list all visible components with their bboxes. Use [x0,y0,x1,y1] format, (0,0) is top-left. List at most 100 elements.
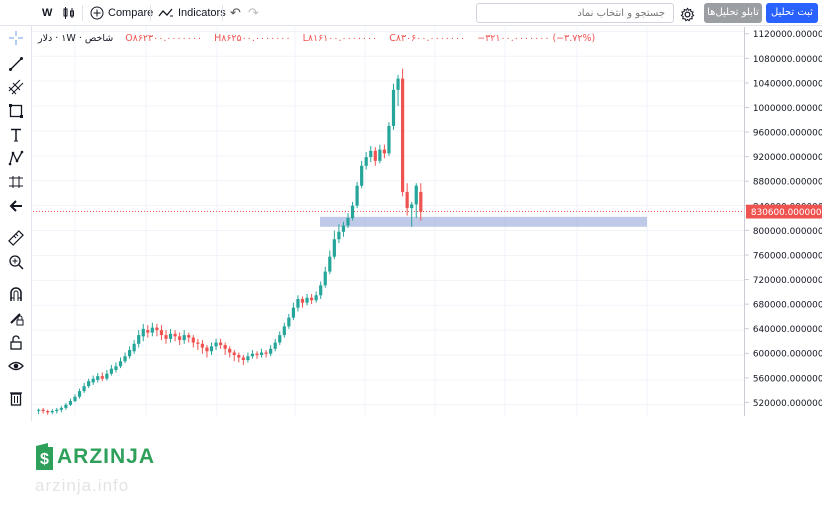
price-tick-label: 680000.0000000 [753,301,822,311]
compare-button[interactable]: Compare [90,4,153,22]
price-tick-label: 1000000.0000000 [753,104,822,114]
candle-body [132,343,136,352]
candle-body [200,343,204,348]
candle-body [346,218,350,226]
brand-name: ARZINJA [57,445,156,468]
undo-icon[interactable]: ↶ [230,5,241,20]
price-chart[interactable] [33,27,744,416]
candle-body [337,231,341,240]
candle-body [68,401,73,405]
candle-body [414,185,418,205]
candle-body [164,335,168,339]
candle-body [150,327,154,333]
candle-body [259,352,264,356]
candles-icon[interactable] [62,4,76,22]
candle-body [73,396,77,402]
candle-body [46,411,50,413]
brand-logo: $ ARZINJA arzinja.info [33,440,173,500]
candle-body [360,165,364,186]
candle-body [141,328,145,337]
last-price-tag: 830600.0000000 [745,204,822,219]
candle-body [41,409,45,412]
zoom-in-icon[interactable] [6,252,26,272]
price-axis[interactable]: 1120000.0000000 1080000.0000000 1040000.00… [744,27,822,416]
candle-body [105,373,109,379]
candle-body [237,355,241,358]
candle-body [419,191,423,212]
indicators-icon [158,7,174,19]
candle-body [405,191,409,209]
candle-body [387,125,391,154]
candle-body [219,342,223,346]
plus-circle-icon [90,6,104,20]
candle-body [314,295,318,301]
candle-body [232,352,236,356]
candle-body [87,381,91,387]
unlock-icon[interactable] [6,332,26,352]
gear-icon[interactable] [680,5,695,23]
candle-body [146,330,150,333]
candle-body [205,347,209,352]
close-value: C۸۳۰۶۰۰.۰۰۰۰۰۰۰ [389,33,466,44]
price-tick-label: 1080000.0000000 [753,55,822,65]
layouts-button[interactable]: تابلو تحلیل‌ها [704,3,762,23]
candle-body [182,335,186,341]
last-price-label: 830600.0000000 [751,208,822,218]
low-value: L۸۱۶۱۰۰.۰۰۰۰۰۰۰ [302,33,378,44]
high-value: H۸۶۲۵۰۰.۰۰۰۰۰۰۰ [214,33,291,44]
price-tick-label: 760000.0000000 [753,251,822,261]
candle-body [300,298,305,303]
interval-button[interactable]: W [42,4,52,22]
crosshair-icon[interactable] [6,28,26,48]
lock-draw-icon[interactable] [6,308,26,328]
redo-icon[interactable]: ↷ [248,5,259,20]
ruler-icon[interactable] [6,228,26,248]
submit-analysis-button[interactable]: ثبت تحلیل [766,3,818,23]
candle-body [278,335,282,343]
candle-body [410,204,414,209]
candle-body [246,356,250,360]
candle-body [273,342,277,349]
trend-line-icon[interactable] [6,54,26,74]
eye-icon[interactable] [6,356,26,376]
measure-icon[interactable] [6,172,26,192]
candle-body [287,317,291,327]
candle-body [191,337,195,343]
candle-body [228,348,232,353]
rectangle-icon[interactable] [6,101,26,121]
candle-body [355,185,359,206]
candle-body [364,157,368,166]
candle-body [264,352,268,354]
candle-body [378,149,382,161]
pitchfork-icon[interactable] [6,77,26,97]
candle-body [401,78,405,192]
candle-body [223,345,227,349]
candle-body [250,353,255,357]
candle-body [55,409,59,412]
price-tick-label: 1040000.0000000 [753,79,822,89]
support-zone-rectangle[interactable] [320,216,647,227]
price-tick-label: 880000.0000000 [753,178,822,188]
magnet-icon[interactable] [6,284,26,304]
candle-body [64,404,68,408]
arrow-left-icon[interactable] [6,196,26,216]
candle-body [77,391,82,397]
candle-body [96,376,100,380]
indicators-label: Indicators [178,7,226,19]
price-tick-label: 1120000.0000000 [753,30,822,40]
text-icon[interactable] [6,125,26,145]
price-tick-label: 560000.0000000 [753,374,822,384]
candle-body [214,342,218,347]
top-toolbar: W Compare Indicators ↶ ↷ جستجو و انتخاب … [0,0,822,26]
open-value: O۸۶۲۳۰۰.۰۰۰۰۰۰۰ [125,33,203,44]
trash-icon[interactable] [6,388,26,408]
change-value: −۳۲۱۰۰.۰۰۰۰۰۰۰ (−۳.۷۲%) [477,33,596,44]
candle-body [114,366,118,370]
candle-body [109,368,113,374]
pattern-icon[interactable] [6,148,26,168]
candle-body [305,297,309,303]
indicators-button[interactable]: Indicators [158,4,226,22]
symbol-search-input[interactable]: جستجو و انتخاب نماد [476,3,674,23]
candle-body [118,361,123,367]
candle-body [128,350,132,357]
